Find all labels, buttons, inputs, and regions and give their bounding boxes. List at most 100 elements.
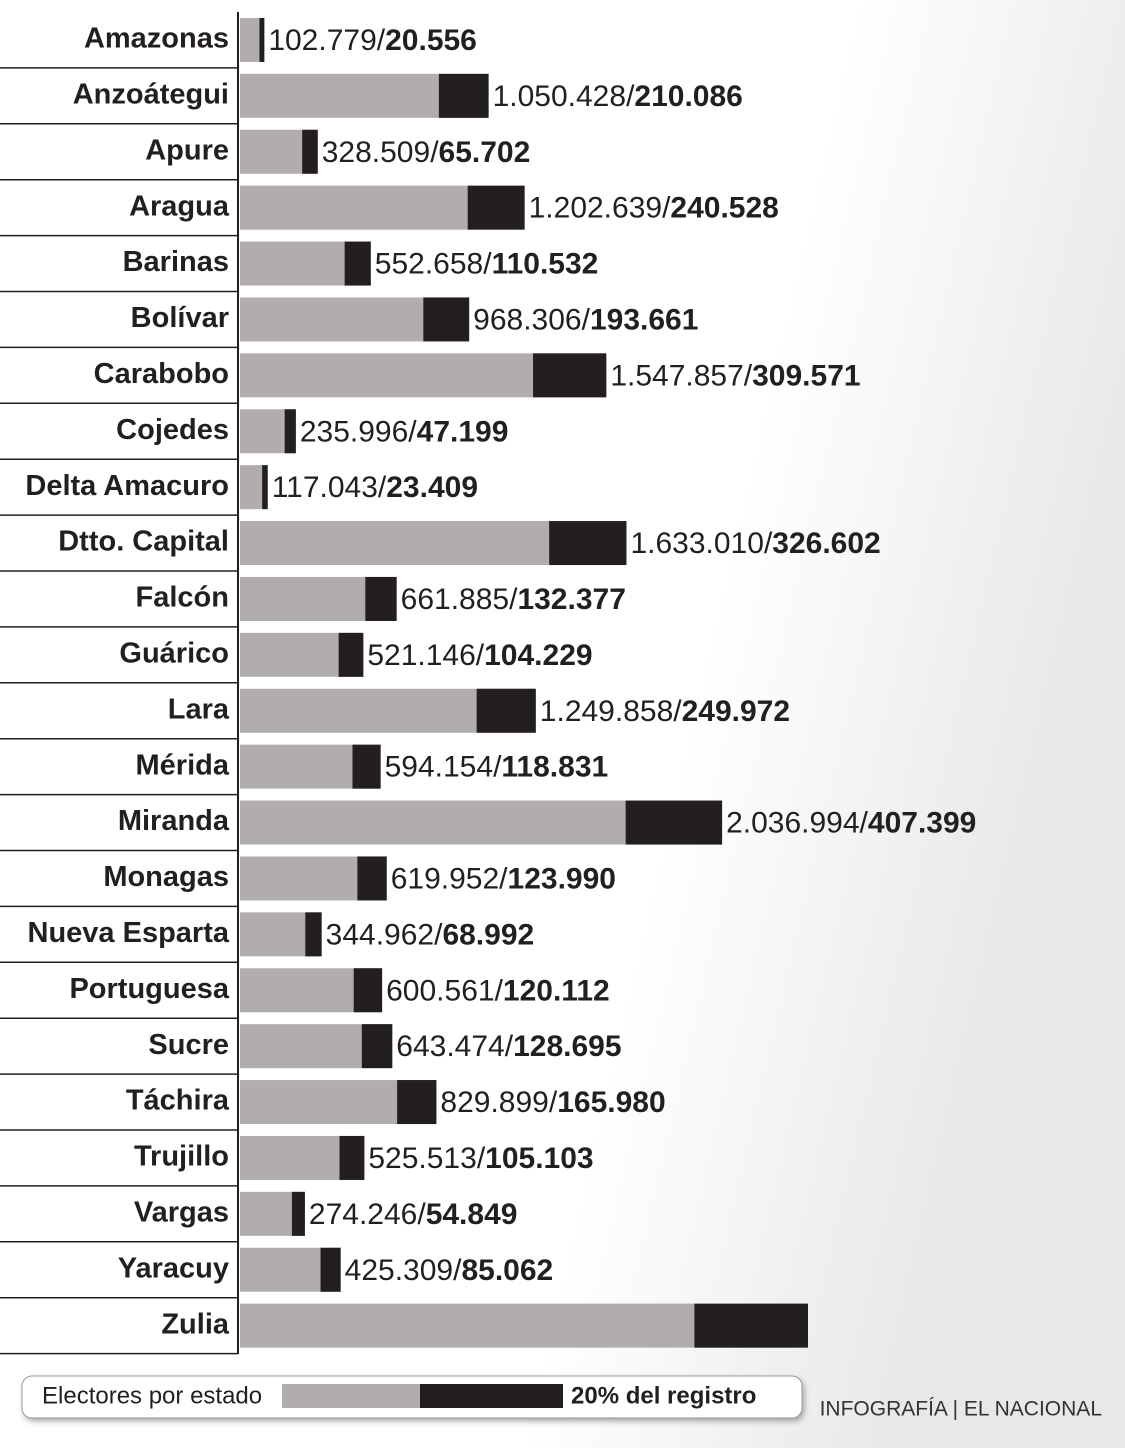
bar-segment [302,129,318,174]
category-label: Falcón [136,582,229,614]
separator: / [860,806,869,839]
total-label: 619.952 [391,862,499,895]
bar-segment [438,73,489,118]
category-label: Mérida [136,749,230,781]
bar-segment [476,688,536,733]
total-label: 1.633.010 [630,527,763,560]
category-label: Sucre [148,1029,229,1061]
category-label: Yaracuy [118,1252,229,1284]
bar-segment [259,17,265,62]
bar-segment [467,185,525,230]
bar-segment [365,576,397,621]
separator: / [499,862,508,895]
bar-segment [291,1191,305,1236]
part-label: 120.112 [503,974,610,1007]
legend-label: 20% del registro [571,1382,756,1409]
part-label: 47.199 [417,415,509,448]
bar-segment [423,297,470,342]
value-label: 425.309/85.062 [345,1254,554,1287]
category-label: Monagas [103,861,229,893]
bar-segment [305,912,322,957]
part-label: 85.062 [461,1254,553,1287]
total-label: 102.779 [268,24,376,57]
separator: / [505,1030,514,1063]
category-label: Dtto. Capital [58,526,229,558]
total-label: 829.899 [440,1086,548,1119]
bar-segment [284,409,296,454]
category-label: Delta Amacuro [25,470,229,502]
value-label: 102.779/20.556 [268,24,477,57]
separator: / [378,471,387,504]
category-label: Trujillo [134,1141,229,1173]
bar-segment [352,744,381,789]
total-label: 2.036.994 [726,806,859,839]
value-label: 1.547.857/309.571 [610,359,860,392]
part-label: 123.990 [508,862,616,895]
bar-segment [361,1024,393,1069]
value-label: 1.050.428/210.086 [493,80,743,113]
bar-segment [694,1303,808,1348]
value-label: 619.952/123.990 [391,862,616,895]
value-label: 235.996/47.199 [300,415,509,448]
separator: / [495,974,504,1007]
value-label: 117.043/23.409 [272,471,478,504]
separator: / [582,303,591,336]
value-label: 1.202.639/240.528 [529,192,779,225]
category-label: Cojedes [116,414,229,446]
total-label: 425.309 [345,1254,453,1287]
category-label: Portuguesa [69,973,229,1005]
separator: / [476,639,485,672]
category-label: Anzoátegui [73,79,229,111]
category-label: Apure [145,134,229,166]
part-label: 23.409 [386,471,478,504]
category-label: Aragua [129,190,230,222]
part-label: 407.399 [868,806,976,839]
part-label: 128.695 [513,1030,621,1063]
total-label: 1.547.857 [610,359,743,392]
value-label: 661.885/132.377 [401,583,626,616]
separator: / [377,24,386,57]
part-label: 326.602 [772,527,880,560]
separator: / [417,1198,426,1231]
category-label: Amazonas [84,23,229,55]
value-label: 968.306/193.661 [473,303,698,336]
value-label: 328.509/65.702 [322,136,531,169]
part-label: 240.528 [670,192,778,225]
value-label: 1.249.858/249.972 [540,695,790,728]
part-label: 309.571 [752,359,860,392]
total-label: 552.658 [375,247,483,280]
separator: / [430,136,439,169]
total-label: 1.202.639 [529,192,662,225]
separator: / [483,247,492,280]
separator: / [509,583,518,616]
bar-segment [625,800,723,845]
category-label: Carabobo [94,358,229,390]
part-label: 54.849 [426,1198,518,1231]
total-label: 643.474 [396,1030,504,1063]
separator: / [662,192,671,225]
separator: / [744,359,753,392]
part-label: 118.831 [501,751,608,784]
part-label: 165.980 [557,1086,665,1119]
category-label: Guárico [119,638,229,670]
value-label: 1.633.010/326.602 [630,527,880,560]
value-label: 643.474/128.695 [396,1030,621,1063]
separator: / [477,1142,486,1175]
value-label: 274.246/54.849 [309,1198,518,1231]
bar-segment [262,465,268,510]
total-label: 328.509 [322,136,430,169]
total-label: 600.561 [386,974,494,1007]
part-label: 105.103 [485,1142,593,1175]
total-label: 525.513 [368,1142,476,1175]
total-label: 117.043 [272,471,378,504]
total-label: 344.962 [326,918,434,951]
part-label: 20.556 [385,24,477,57]
part-label: 132.377 [517,583,625,616]
value-label: 829.899/165.980 [440,1086,665,1119]
total-label: 521.146 [367,639,475,672]
separator: / [408,415,417,448]
bar-segment [357,856,387,901]
part-label: 65.702 [439,136,531,169]
